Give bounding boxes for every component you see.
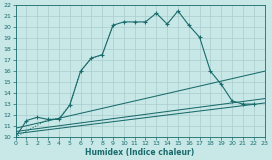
X-axis label: Humidex (Indice chaleur): Humidex (Indice chaleur) (85, 148, 195, 156)
